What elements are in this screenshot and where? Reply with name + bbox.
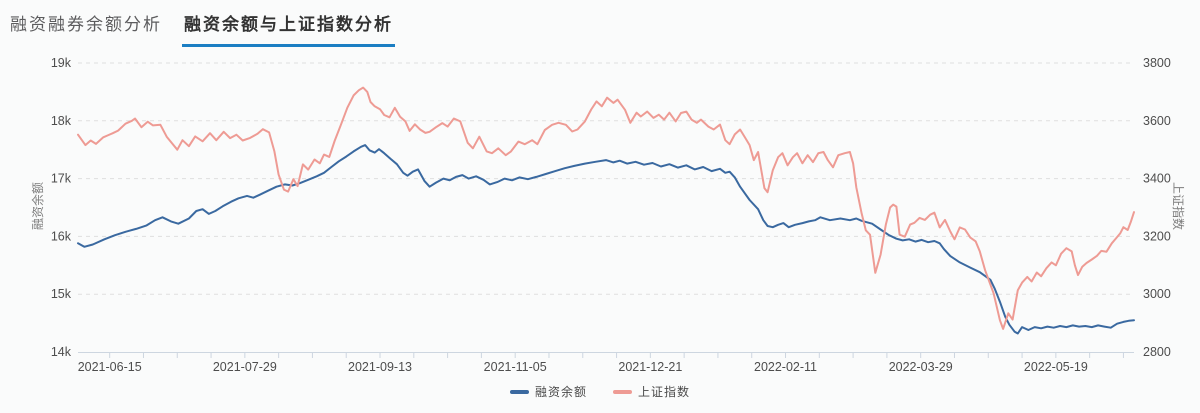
sse-index-line bbox=[77, 86, 1135, 330]
x-axis-tick-label: 2021-12-21 bbox=[618, 360, 682, 374]
right-axis-tick-label: 3400 bbox=[1143, 172, 1171, 186]
tab-bar: 融资融券余额分析 融资余额与上证指数分析 bbox=[8, 8, 395, 47]
right-axis-tick-label: 3200 bbox=[1143, 229, 1171, 243]
left-axis-tick-label: 18k bbox=[51, 114, 72, 128]
x-axis-tick-label: 2021-07-29 bbox=[213, 360, 277, 374]
x-axis-tick-label: 2021-09-13 bbox=[348, 360, 412, 374]
margin-balance-line bbox=[77, 144, 1135, 335]
x-axis-tick-label: 2022-05-19 bbox=[1024, 360, 1088, 374]
right-axis-tick-label: 3000 bbox=[1143, 287, 1171, 301]
chart-legend: 融资余额 上证指数 bbox=[0, 383, 1200, 400]
right-axis-tick-label: 3800 bbox=[1143, 56, 1171, 70]
right-axis-tick-label: 2800 bbox=[1143, 345, 1171, 359]
x-axis-tick-label: 2022-03-29 bbox=[889, 360, 953, 374]
x-axis-tick-label: 2021-11-05 bbox=[484, 360, 547, 374]
margin-balance-legend-label: 融资余额 bbox=[534, 385, 587, 399]
legend-item-sse-index[interactable]: 上证指数 bbox=[613, 383, 690, 400]
left-axis-tick-label: 16k bbox=[51, 229, 72, 243]
left-axis-tick-label: 15k bbox=[51, 287, 72, 301]
x-axis-tick-label: 2022-02-11 bbox=[754, 360, 817, 374]
x-axis-tick-label: 2021-06-15 bbox=[78, 360, 142, 374]
tab-margin-vs-sse-index[interactable]: 融资余额与上证指数分析 bbox=[182, 8, 395, 47]
sse-index-legend-label: 上证指数 bbox=[638, 385, 691, 399]
margin-balance-legend-marker bbox=[509, 389, 529, 394]
tab-margin-financing-balance[interactable]: 融资融券余额分析 bbox=[10, 15, 162, 34]
left-axis-tick-label: 19k bbox=[51, 56, 72, 70]
left-axis-tick-label: 17k bbox=[51, 172, 72, 186]
legend-item-margin-balance[interactable]: 融资余额 bbox=[509, 383, 587, 400]
left-axis-tick-label: 14k bbox=[51, 345, 72, 359]
sse-index-legend-marker bbox=[613, 389, 632, 394]
right-axis-tick-label: 3600 bbox=[1143, 114, 1171, 128]
